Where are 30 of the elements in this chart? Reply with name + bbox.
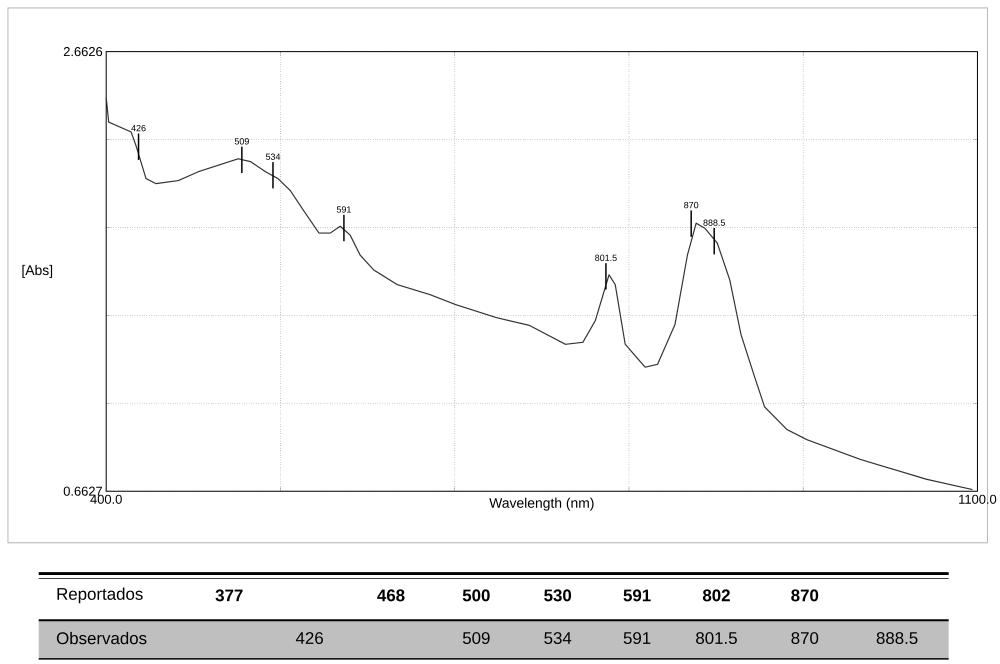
text: 377 — [216, 589, 243, 602]
annotation: 870 — [684, 202, 698, 208]
text: 534 — [544, 632, 572, 644]
text: 591 — [624, 632, 650, 644]
text: Observados — [56, 632, 146, 644]
text: 801.5 — [696, 632, 737, 644]
text: 870 — [791, 632, 818, 644]
annotation: 426 — [131, 125, 146, 132]
annotation: 591 — [336, 206, 351, 213]
x-tick-label: 1100.0 — [959, 494, 996, 504]
line-series — [106, 96, 974, 490]
x-tick-label: 400.0 — [90, 494, 122, 504]
text: 500 — [462, 589, 490, 602]
annotation: 534 — [266, 154, 280, 160]
text: 591 — [624, 589, 651, 602]
annotation: 888.5 — [703, 220, 725, 226]
text: 468 — [377, 589, 405, 602]
y-axis-title: [Abs] — [22, 264, 52, 278]
text: 530 — [544, 589, 572, 602]
text: 870 — [791, 589, 818, 602]
text: 509 — [462, 632, 490, 644]
y-tick-label: 2.6626 — [64, 47, 102, 56]
text: 426 — [296, 632, 323, 644]
y-tick-label: 0.6627 — [64, 486, 102, 496]
x-axis-title: Wavelength (nm) — [489, 498, 594, 511]
text: 888.5 — [876, 632, 918, 644]
text: 802 — [702, 589, 730, 602]
annotation: 509 — [234, 138, 249, 145]
annotation: 801.5 — [595, 254, 617, 262]
text: Reportados — [57, 588, 143, 604]
